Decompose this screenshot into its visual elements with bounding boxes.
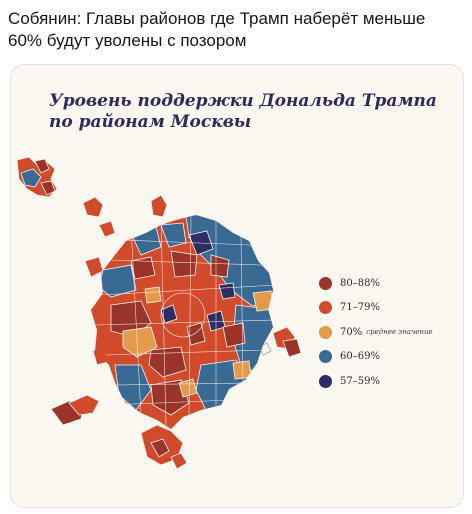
tweet-text: Собянин: Главы районов где Трамп наберёт… <box>8 9 426 50</box>
legend-swatch-57-59 <box>319 374 332 388</box>
legend-label: 60–69% <box>340 351 380 363</box>
legend-item-57-59: 57–59% <box>319 369 459 394</box>
legend-item-80-88: 80–88% <box>319 271 459 296</box>
legend-swatch-71-79 <box>319 301 332 315</box>
legend-swatch-60-69 <box>319 350 332 364</box>
zelenograd-area <box>16 156 58 198</box>
map-legend: 80–88% 71–79% 70% среднее значение 60–69… <box>319 271 459 394</box>
moscow-districts-map <box>16 156 302 470</box>
district-boundaries <box>95 215 273 426</box>
legend-item-70: 70% среднее значение <box>319 320 459 345</box>
legend-item-71-79: 71–79% <box>319 296 459 321</box>
tweet-media-image[interactable]: Уровень поддержки Дональда Трампа по рай… <box>10 64 464 508</box>
district-mosaic <box>98 215 273 416</box>
map-title-line-1: Уровень поддержки Дональда Трампа <box>49 91 437 111</box>
map-title-line-2: по районам Москвы <box>49 112 252 132</box>
legend-swatch-80-88 <box>319 276 332 290</box>
central-ring <box>160 292 206 338</box>
legend-label: 70% <box>340 326 363 338</box>
legend-swatch-70 <box>319 325 332 339</box>
legend-label: 57–59% <box>340 375 380 387</box>
legend-note: среднее значение <box>366 328 433 337</box>
legend-label: 80–88% <box>340 277 380 289</box>
legend-label: 71–79% <box>340 302 380 314</box>
legend-item-60-69: 60–69% <box>319 345 459 370</box>
map-title: Уровень поддержки Дональда Трампа по рай… <box>49 91 437 133</box>
